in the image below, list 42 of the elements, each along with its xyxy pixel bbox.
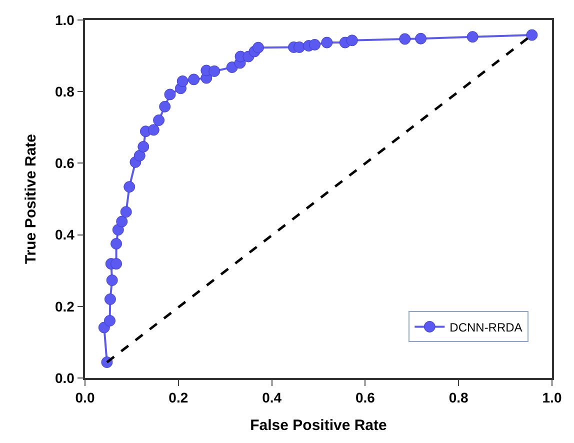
- point: [208, 65, 220, 77]
- point: [134, 150, 146, 162]
- point: [116, 216, 128, 228]
- point: [112, 224, 124, 236]
- point: [138, 140, 150, 152]
- point: [148, 124, 160, 136]
- point: [110, 238, 122, 250]
- point: [466, 31, 478, 43]
- x-tick-label: 0.4: [262, 390, 282, 406]
- x-tick-label: 0.0: [75, 390, 95, 406]
- y-tick-label: 0.4: [54, 226, 75, 243]
- y-tick-label: 0.8: [54, 84, 75, 100]
- point: [252, 42, 264, 54]
- point: [188, 74, 200, 86]
- point: [309, 38, 321, 50]
- x-tick-label: 0.6: [355, 390, 376, 406]
- y-axis-title: True Positive Rate: [22, 134, 40, 264]
- point: [159, 100, 171, 112]
- point: [346, 34, 358, 46]
- y-tick-label: 0.0: [54, 370, 75, 386]
- x-tick-label: 0.8: [448, 390, 469, 406]
- y-tick-label: 0.6: [54, 155, 75, 172]
- x-tick-label: 1.0: [542, 390, 562, 406]
- point: [120, 206, 132, 218]
- point: [124, 181, 136, 193]
- point: [153, 114, 165, 126]
- point: [164, 88, 176, 100]
- point: [106, 274, 118, 286]
- point: [294, 41, 306, 53]
- point: [399, 33, 411, 45]
- point: [321, 36, 333, 48]
- legend-label: DCNN-RRDA: [450, 320, 522, 334]
- point: [526, 29, 538, 41]
- y-tick-label: 1.0: [54, 12, 75, 28]
- point: [110, 258, 122, 270]
- y-tick-label: 0.2: [54, 298, 75, 314]
- point: [415, 32, 427, 44]
- x-tick-label: 0.2: [168, 390, 188, 406]
- point: [104, 293, 116, 305]
- point: [176, 75, 188, 87]
- x-axis-title: False Positive Rate: [250, 417, 387, 434]
- point: [104, 314, 116, 326]
